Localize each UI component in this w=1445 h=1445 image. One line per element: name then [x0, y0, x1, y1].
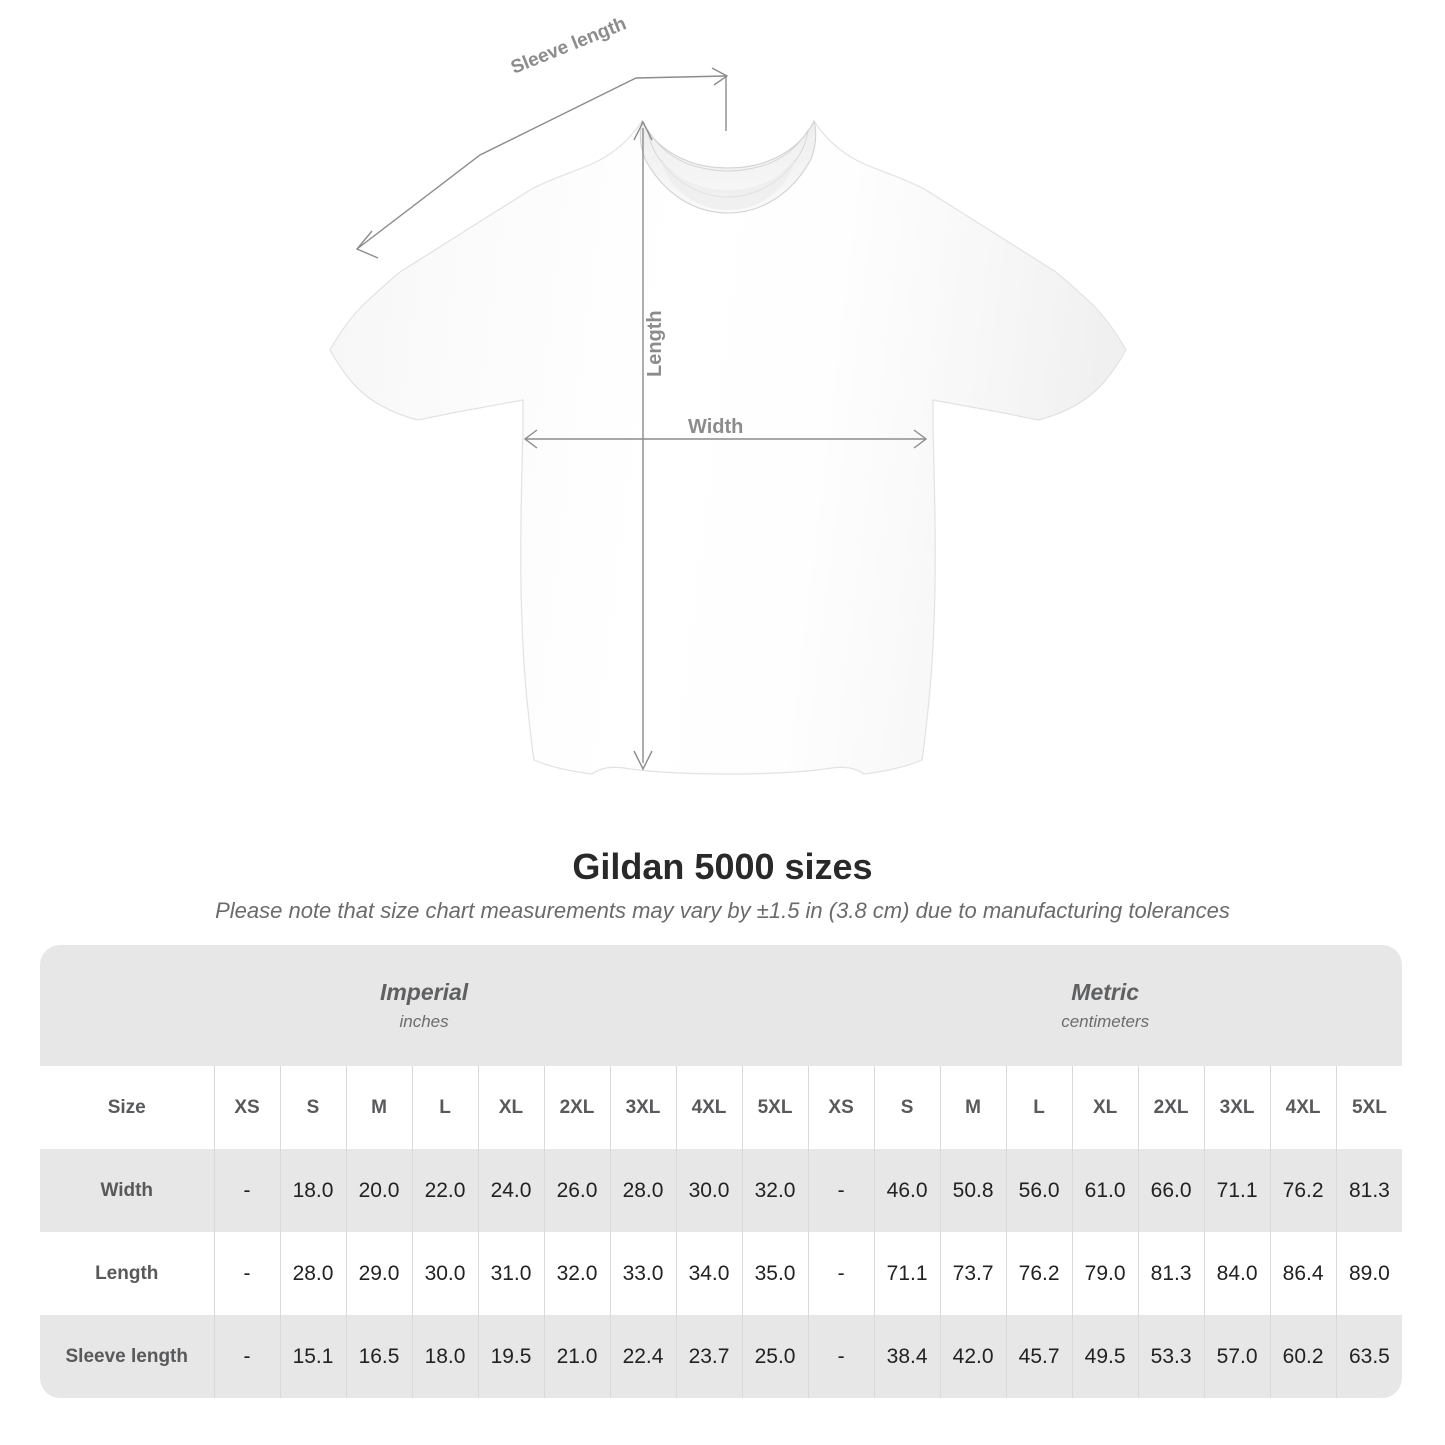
svg-text:Length: Length — [644, 310, 666, 377]
svg-text:Width: Width — [688, 416, 743, 438]
svg-text:Sleeve length: Sleeve length — [508, 13, 629, 78]
